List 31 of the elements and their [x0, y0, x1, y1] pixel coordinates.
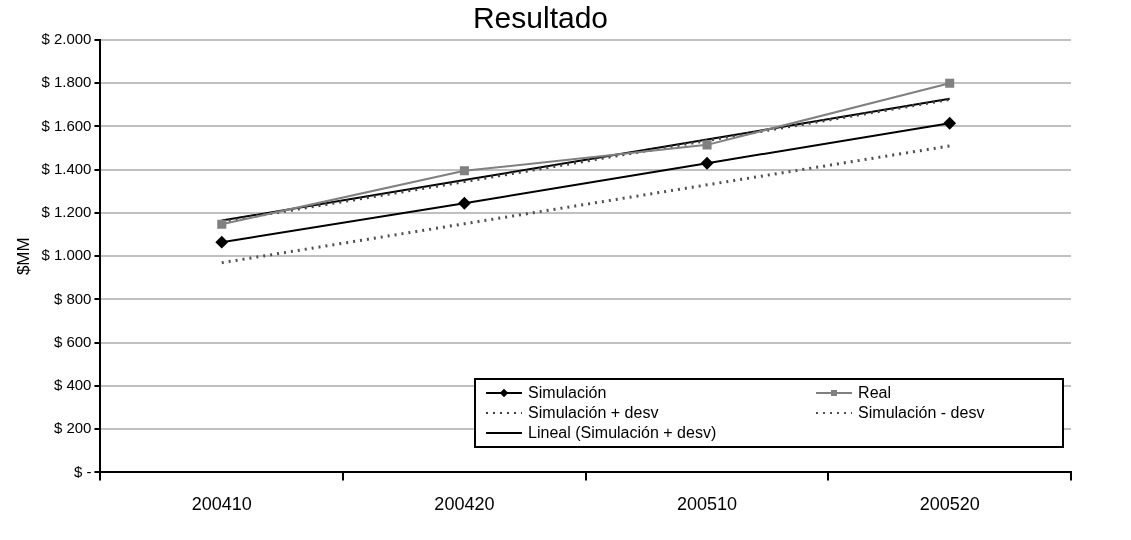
y-tick-label: $ 600: [53, 332, 92, 350]
y-tick-label: $ 1.800: [41, 73, 92, 91]
x-tick-label: 200520: [919, 494, 980, 515]
y-tick-label: $ 1.600: [41, 116, 92, 134]
point: [945, 78, 955, 88]
y-tick-label: $ 1.400: [41, 159, 92, 177]
point: [215, 236, 228, 249]
legend-label: Simulación - desv: [858, 404, 985, 423]
legend-label: Real: [858, 384, 892, 403]
point: [217, 219, 227, 229]
x-tick-label: 200410: [191, 494, 252, 515]
y-tick-label: $ -: [73, 462, 92, 480]
point: [701, 157, 714, 170]
y-tick-label: $ 1.000: [41, 246, 92, 264]
y-tick-label: $ 1.200: [41, 203, 92, 221]
x-tick-label: 200420: [434, 494, 495, 515]
chart-title: Resultado: [472, 1, 609, 35]
x-tick-label: 200510: [677, 494, 738, 515]
y-tick-label: $ 800: [53, 289, 92, 307]
y-tick-label: $ 2.000: [41, 30, 92, 48]
point: [458, 197, 471, 210]
line-series: [220, 144, 952, 265]
legend-label: Simulación: [528, 384, 607, 403]
legend-label: Simulación + desv: [528, 404, 659, 423]
point: [702, 140, 712, 150]
point: [459, 166, 469, 176]
y-axis-title: $MM: [13, 237, 33, 276]
y-tick-label: $ 400: [53, 376, 92, 394]
y-tick-label: $ 200: [53, 419, 92, 437]
legend-label: Lineal (Simulación + desv): [528, 424, 717, 443]
point: [943, 117, 956, 130]
